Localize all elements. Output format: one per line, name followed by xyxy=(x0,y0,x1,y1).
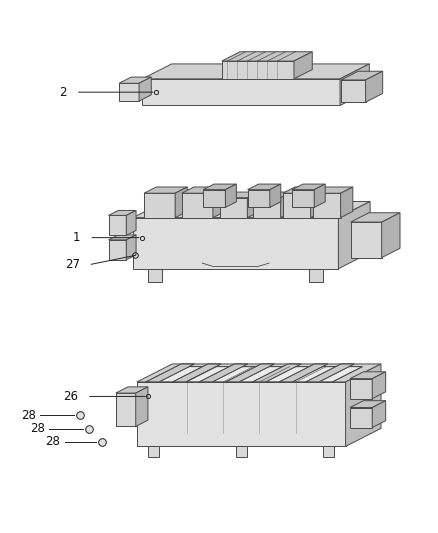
Polygon shape xyxy=(279,364,328,382)
Polygon shape xyxy=(350,378,372,399)
Text: 28: 28 xyxy=(21,409,36,422)
Polygon shape xyxy=(283,193,311,217)
Polygon shape xyxy=(150,367,362,382)
Polygon shape xyxy=(252,364,301,382)
Polygon shape xyxy=(126,211,136,236)
Polygon shape xyxy=(340,64,369,106)
Polygon shape xyxy=(366,71,383,102)
Polygon shape xyxy=(306,364,354,382)
Polygon shape xyxy=(175,187,187,217)
Polygon shape xyxy=(148,447,159,457)
Polygon shape xyxy=(372,401,386,427)
Polygon shape xyxy=(292,184,325,190)
Polygon shape xyxy=(381,213,400,257)
Polygon shape xyxy=(253,192,292,198)
Polygon shape xyxy=(136,387,148,426)
Polygon shape xyxy=(323,447,335,457)
Text: 26: 26 xyxy=(63,390,78,403)
Polygon shape xyxy=(226,364,275,382)
Polygon shape xyxy=(182,193,213,217)
Polygon shape xyxy=(203,184,237,190)
Polygon shape xyxy=(341,80,366,102)
Polygon shape xyxy=(253,198,281,217)
Polygon shape xyxy=(137,364,381,382)
Polygon shape xyxy=(270,184,281,207)
Polygon shape xyxy=(109,211,136,215)
Text: 1: 1 xyxy=(73,231,80,244)
Polygon shape xyxy=(139,77,151,101)
Polygon shape xyxy=(133,217,339,269)
Polygon shape xyxy=(144,193,175,217)
Polygon shape xyxy=(219,198,247,217)
Polygon shape xyxy=(310,269,323,282)
Polygon shape xyxy=(142,79,340,106)
Text: 2: 2 xyxy=(60,86,67,99)
Polygon shape xyxy=(144,187,187,193)
Polygon shape xyxy=(109,215,126,236)
Polygon shape xyxy=(341,187,353,217)
Polygon shape xyxy=(148,269,162,282)
Polygon shape xyxy=(281,192,292,217)
Polygon shape xyxy=(173,364,221,382)
Polygon shape xyxy=(341,71,383,80)
Polygon shape xyxy=(116,393,136,426)
Polygon shape xyxy=(313,187,353,193)
Polygon shape xyxy=(350,213,400,222)
Polygon shape xyxy=(283,187,323,193)
Polygon shape xyxy=(346,364,381,447)
Polygon shape xyxy=(292,190,314,207)
Polygon shape xyxy=(314,184,325,207)
Polygon shape xyxy=(247,192,258,217)
Polygon shape xyxy=(350,408,372,427)
Polygon shape xyxy=(372,372,386,399)
Polygon shape xyxy=(219,192,258,198)
Polygon shape xyxy=(222,52,312,61)
Polygon shape xyxy=(109,240,126,260)
Polygon shape xyxy=(142,64,369,79)
Polygon shape xyxy=(350,372,386,378)
Polygon shape xyxy=(222,61,294,79)
Polygon shape xyxy=(236,447,247,457)
Text: 27: 27 xyxy=(65,258,80,271)
Polygon shape xyxy=(109,235,136,240)
Polygon shape xyxy=(311,187,323,217)
Polygon shape xyxy=(119,83,139,101)
Polygon shape xyxy=(182,187,225,193)
Polygon shape xyxy=(203,190,226,207)
Polygon shape xyxy=(226,184,237,207)
Polygon shape xyxy=(199,364,248,382)
Polygon shape xyxy=(350,222,381,257)
Polygon shape xyxy=(213,187,225,217)
Polygon shape xyxy=(247,190,270,207)
Polygon shape xyxy=(137,382,346,447)
Polygon shape xyxy=(247,184,281,190)
Polygon shape xyxy=(133,201,370,217)
Polygon shape xyxy=(350,401,386,408)
Polygon shape xyxy=(119,77,151,83)
Polygon shape xyxy=(339,201,370,269)
Polygon shape xyxy=(146,364,194,382)
Polygon shape xyxy=(313,193,341,217)
Text: 28: 28 xyxy=(30,422,45,435)
Polygon shape xyxy=(126,235,136,260)
Polygon shape xyxy=(294,52,312,79)
Text: 28: 28 xyxy=(46,435,60,448)
Polygon shape xyxy=(116,387,148,393)
